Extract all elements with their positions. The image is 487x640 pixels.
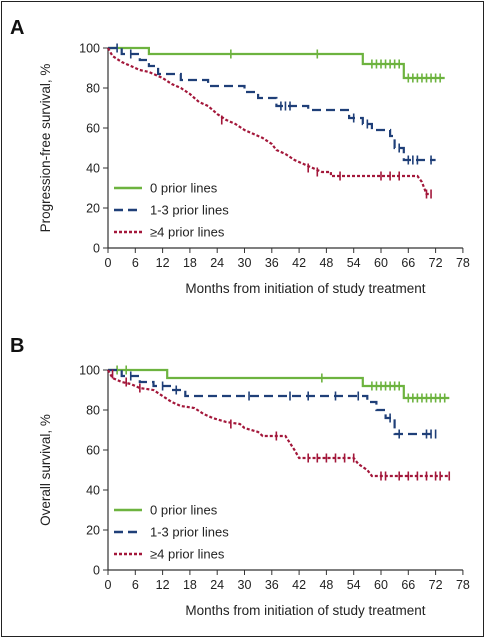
x-tick-label: 72	[429, 578, 443, 592]
series-line-2	[107, 47, 432, 196]
y-tick-label: 80	[86, 404, 100, 418]
x-tick-label: 48	[319, 256, 333, 270]
x-tick-label: 78	[456, 578, 470, 592]
x-tick-label: 30	[238, 256, 252, 270]
y-tick-label: 60	[86, 122, 100, 136]
x-tick-label: 48	[319, 578, 333, 592]
y-tick-label: 20	[86, 202, 100, 216]
x-tick-label: 54	[347, 256, 361, 270]
series-line-1	[108, 368, 436, 436]
series-line-1	[108, 46, 436, 162]
x-tick-label: 54	[347, 578, 361, 592]
x-tick-label: 12	[156, 578, 170, 592]
y-tick-label: 0	[93, 564, 100, 578]
legend-label-0: 0 prior lines	[150, 181, 218, 196]
x-tick-label: 72	[429, 256, 443, 270]
y-tick-label: 80	[86, 82, 100, 96]
legend-label-1: 1-3 prior lines	[150, 203, 229, 218]
x-tick-label: 0	[105, 256, 112, 270]
series-line-0	[108, 368, 450, 400]
x-tick-label: 24	[210, 578, 224, 592]
x-tick-label: 6	[132, 578, 139, 592]
x-tick-label: 42	[292, 578, 306, 592]
x-tick-label: 78	[456, 256, 470, 270]
x-tick-label: 60	[374, 578, 388, 592]
legend-label-0: 0 prior lines	[150, 503, 218, 518]
x-tick-label: 0	[105, 578, 112, 592]
panel-letter-a: A	[10, 17, 24, 39]
legend-label-2: ≥4 prior lines	[150, 547, 225, 562]
panel-b: B 0 20 40 60 80 100 0 6 12 18 24 30 36 42 48 54 60 66 72 78…	[10, 335, 470, 618]
y-tick-label: 40	[86, 484, 100, 498]
x-tick-label: 30	[238, 578, 252, 592]
y-tick-label: 100	[79, 42, 100, 56]
legend-label-1: 1-3 prior lines	[150, 525, 229, 540]
x-tick-label: 66	[401, 578, 415, 592]
y-tick-label: 60	[86, 444, 100, 458]
y-axis-label: Overall survival, %	[38, 414, 53, 526]
legend-label-2: ≥4 prior lines	[150, 225, 225, 240]
y-tick-label: 0	[93, 242, 100, 256]
x-tick-label: 24	[210, 256, 224, 270]
x-tick-label: 36	[265, 578, 279, 592]
panel-letter-b: B	[10, 335, 24, 357]
panel-a: A 0 20 40 60 80 100 0 6 12 18 24 30 36 42 48 54 60 66 72 78…	[10, 17, 470, 296]
series-line-0	[108, 46, 445, 80]
x-tick-label: 60	[374, 256, 388, 270]
y-tick-label: 40	[86, 162, 100, 176]
x-axis-label: Months from initiation of study treatmen…	[185, 603, 425, 618]
x-tick-label: 42	[292, 256, 306, 270]
y-tick-label: 100	[79, 364, 100, 378]
x-tick-label: 66	[401, 256, 415, 270]
x-tick-label: 18	[183, 256, 197, 270]
x-axis-label: Months from initiation of study treatmen…	[185, 281, 425, 296]
y-axis-label: Progression-free survival, %	[38, 64, 53, 233]
x-tick-label: 18	[183, 578, 197, 592]
x-tick-label: 36	[265, 256, 279, 270]
x-tick-label: 12	[156, 256, 170, 270]
x-tick-label: 6	[132, 256, 139, 270]
y-tick-label: 20	[86, 524, 100, 538]
